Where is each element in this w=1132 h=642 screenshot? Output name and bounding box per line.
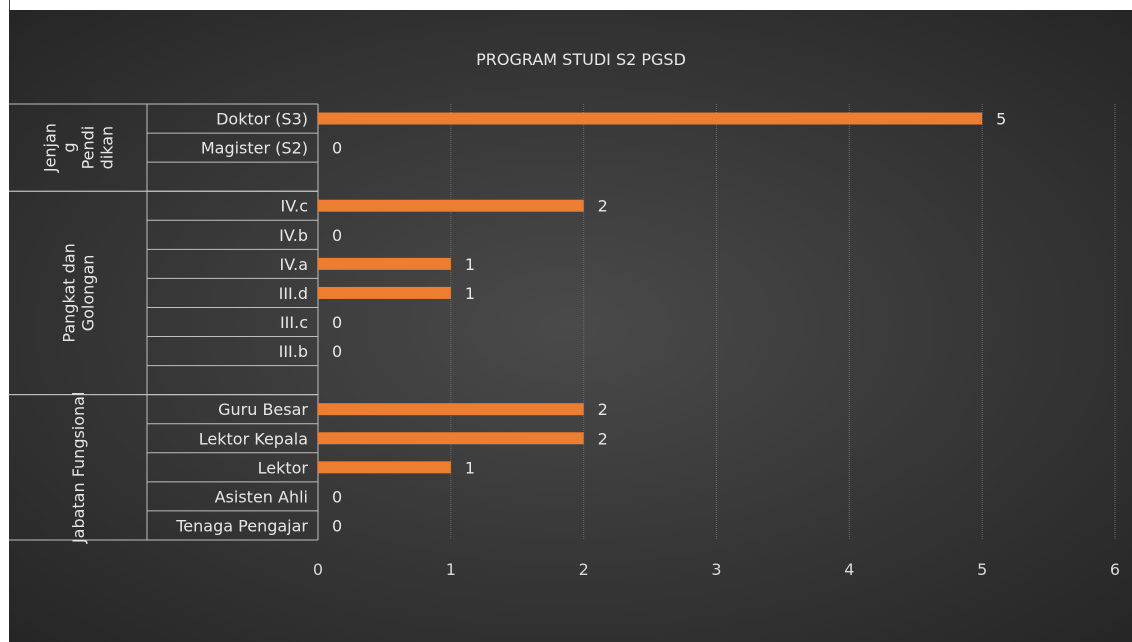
group-label-line: g [60, 143, 79, 153]
category-label: III.d [279, 284, 308, 303]
bar [318, 199, 584, 212]
data-label: 2 [598, 429, 608, 448]
x-tick-label: 6 [1110, 560, 1120, 579]
x-tick-label: 1 [446, 560, 456, 579]
bar [318, 286, 451, 299]
bar [318, 461, 451, 474]
chart-background [9, 10, 1132, 642]
data-label: 2 [598, 197, 608, 216]
x-tick-label: 5 [977, 560, 987, 579]
data-label: 1 [465, 458, 475, 477]
category-label: IV.a [280, 255, 309, 274]
data-label: 0 [332, 487, 342, 506]
category-label: IV.b [279, 226, 308, 245]
group-label-line: Jabatan Fungsional [69, 392, 88, 545]
category-label: Tenaga Pengajar [175, 516, 308, 535]
bars: 5 0 2 0 1 1 0 0 2 2 1 0 0 [318, 110, 1006, 535]
group-label: Jabatan Fungsional [69, 392, 88, 545]
category-axis: JenjangPendidikan Pangkat danGolongan Jaba… [9, 103, 319, 545]
data-label: 0 [332, 313, 342, 332]
chart-title: PROGRAM STUDI S2 PGSD [476, 50, 686, 69]
category-label: III.c [280, 313, 308, 332]
group-label: Pangkat danGolongan [60, 243, 98, 342]
category-label: Magister (S2) [201, 139, 308, 158]
x-tick-label: 2 [579, 560, 589, 579]
bar [318, 257, 451, 270]
group-label-line: dikan [98, 126, 117, 170]
category-label: Lektor [258, 458, 309, 477]
group-label-line: Jenjan [41, 123, 60, 173]
bar [318, 112, 983, 125]
data-label: 0 [332, 342, 342, 361]
x-axis-ticks: 0 1 2 3 4 5 6 [313, 560, 1120, 579]
group-label-line: Golongan [79, 255, 98, 332]
data-label: 1 [465, 255, 475, 274]
data-label: 5 [996, 110, 1006, 129]
data-label: 0 [332, 139, 342, 158]
data-label: 0 [332, 516, 342, 535]
category-label: IV.c [281, 197, 308, 216]
group-label: JenjangPendidikan [41, 123, 117, 173]
data-label: 1 [465, 284, 475, 303]
group-label-line: Pendi [79, 126, 98, 170]
data-label: 0 [332, 226, 342, 245]
category-label: Lektor Kepala [199, 429, 308, 448]
category-label: Guru Besar [218, 400, 308, 419]
bar-chart: PROGRAM STUDI S2 PGSD JenjangPendidikanP… [9, 10, 1132, 642]
group-label-line: Pangkat dan [60, 243, 79, 342]
category-label: Asisten Ahli [215, 487, 308, 506]
gridlines [450, 104, 1116, 540]
data-label: 2 [598, 400, 608, 419]
x-tick-label: 3 [711, 560, 721, 579]
x-tick-label: 4 [844, 560, 854, 579]
category-label: Doktor (S3) [216, 110, 308, 129]
x-tick-label: 0 [313, 560, 323, 579]
bar [318, 403, 584, 416]
category-label: III.b [279, 342, 308, 361]
bar [318, 432, 584, 445]
